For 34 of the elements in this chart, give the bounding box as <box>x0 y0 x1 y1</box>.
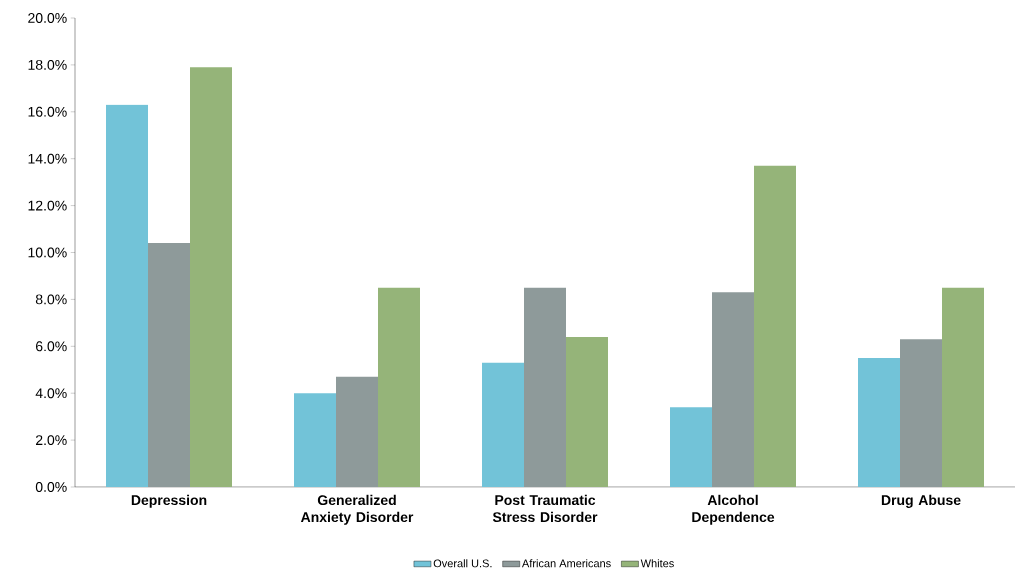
bar <box>524 287 566 487</box>
bar <box>106 104 148 487</box>
y-tick-label: 0.0% <box>35 482 67 492</box>
x-tick-label: Post Traumatic Stress Disorder <box>492 494 598 523</box>
y-tick-label: 10.0% <box>28 247 67 258</box>
bar <box>942 287 984 487</box>
y-tick-label: 16.0% <box>28 106 67 117</box>
y-tick-label: 8.0% <box>35 294 67 305</box>
y-tick-label: 2.0% <box>36 435 67 446</box>
x-tick-label: Alcohol Dependence <box>692 494 775 525</box>
y-tick-label: 14.0% <box>28 153 67 164</box>
bar <box>858 358 900 487</box>
x-tick-label: Generalized Anxiety Disorder <box>300 494 414 525</box>
y-tick-label: 12.0% <box>28 200 67 211</box>
bar <box>336 376 378 487</box>
y-tick-label: 4.0% <box>35 388 67 399</box>
bar <box>712 292 754 487</box>
bar <box>482 362 524 487</box>
bar <box>566 336 608 487</box>
y-tick-label: 18.0% <box>28 59 67 70</box>
bar <box>900 339 942 487</box>
x-tick-label: Depression <box>131 494 207 508</box>
legend-label: Overall U.S. <box>433 559 492 568</box>
y-tick-label: 20.0% <box>28 13 67 23</box>
bar <box>670 407 712 487</box>
legend-label: Whites <box>640 559 674 568</box>
legend-label: African Americans <box>521 559 611 568</box>
bar <box>148 243 190 487</box>
bar <box>378 287 420 487</box>
bar <box>190 67 232 487</box>
bar <box>294 393 336 487</box>
y-tick-label: 6.0% <box>36 341 67 352</box>
x-tick-label: Drug Abuse <box>881 494 961 508</box>
bar <box>754 165 796 487</box>
